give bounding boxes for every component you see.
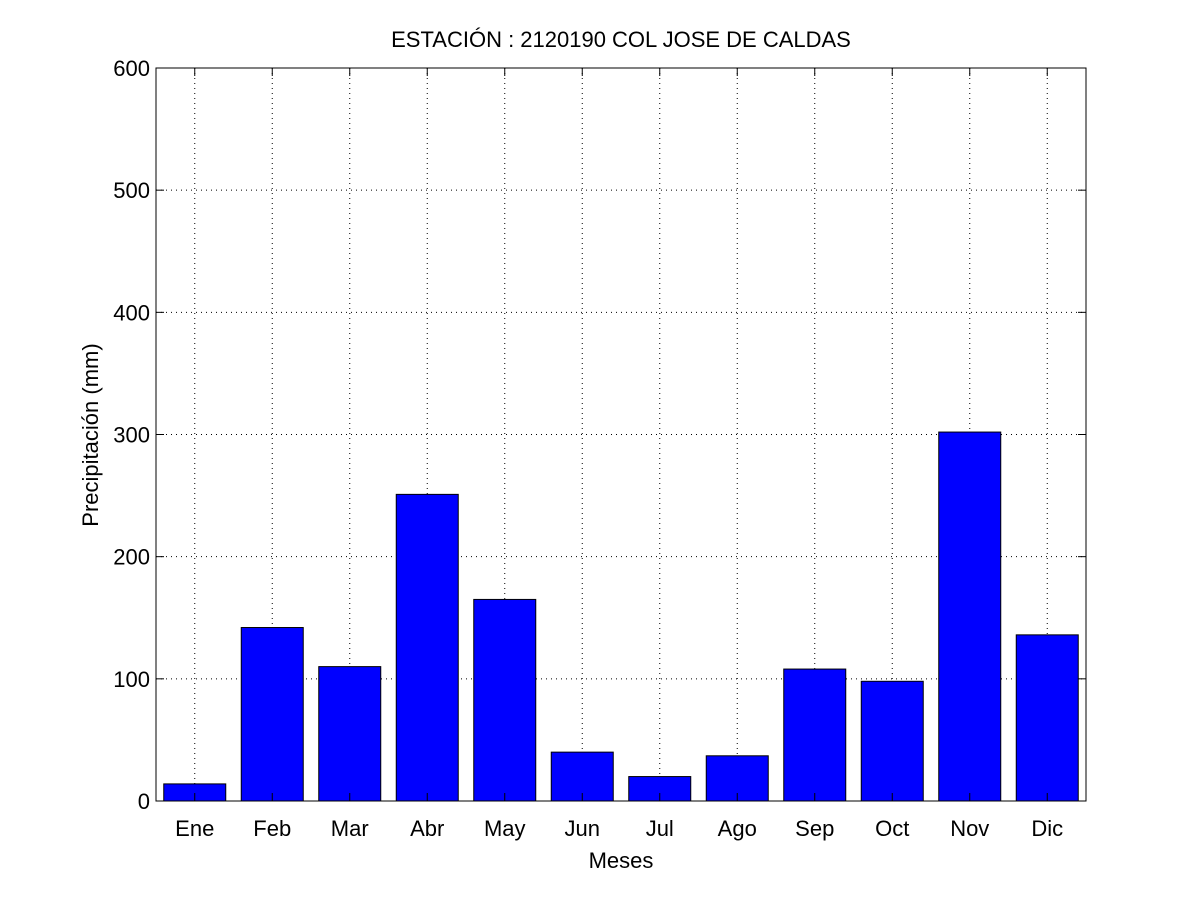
x-tick-label: Nov bbox=[950, 816, 989, 841]
y-tick-label: 500 bbox=[113, 178, 150, 203]
x-tick-label: Oct bbox=[875, 816, 909, 841]
y-tick-label: 400 bbox=[113, 300, 150, 325]
y-tick-labels: 0 100 200 300 400 500 600 bbox=[113, 56, 150, 814]
x-tick-label: Feb bbox=[253, 816, 291, 841]
bar-abr bbox=[395, 493, 459, 802]
bar-sep bbox=[783, 668, 847, 802]
x-tick-label: Ene bbox=[175, 816, 214, 841]
x-axis-label: Meses bbox=[589, 848, 654, 873]
y-tick-label: 100 bbox=[113, 667, 150, 692]
x-tick-labels: Ene Feb Mar Abr May Jun Jul Ago Sep Oct Nov Dic bbox=[175, 816, 1063, 841]
x-tick-label: Sep bbox=[795, 816, 834, 841]
x-tick-label: Abr bbox=[410, 816, 444, 841]
x-tick-label: Jun bbox=[565, 816, 600, 841]
x-tick-label: Jul bbox=[646, 816, 674, 841]
x-tick-label: Ago bbox=[718, 816, 757, 841]
bar-oct bbox=[860, 680, 924, 802]
bar-nov bbox=[938, 431, 1002, 802]
y-tick-label: 600 bbox=[113, 56, 150, 81]
bar-may bbox=[473, 598, 537, 802]
chart-title: ESTACIÓN : 2120190 COL JOSE DE CALDAS bbox=[391, 27, 851, 52]
bars bbox=[163, 431, 1079, 802]
x-tick-label: Dic bbox=[1031, 816, 1063, 841]
axis-ticks bbox=[156, 67, 1086, 802]
y-tick-label: 0 bbox=[138, 789, 150, 814]
y-axis-label: Precipitación (mm) bbox=[78, 343, 103, 526]
bar-feb bbox=[240, 627, 304, 802]
y-tick-label: 200 bbox=[113, 545, 150, 570]
bar-dic bbox=[1015, 634, 1079, 802]
x-tick-label: May bbox=[484, 816, 526, 841]
bar-mar bbox=[318, 666, 382, 802]
x-tick-label: Mar bbox=[331, 816, 369, 841]
y-tick-label: 300 bbox=[113, 423, 150, 448]
bar-jun bbox=[550, 751, 614, 802]
